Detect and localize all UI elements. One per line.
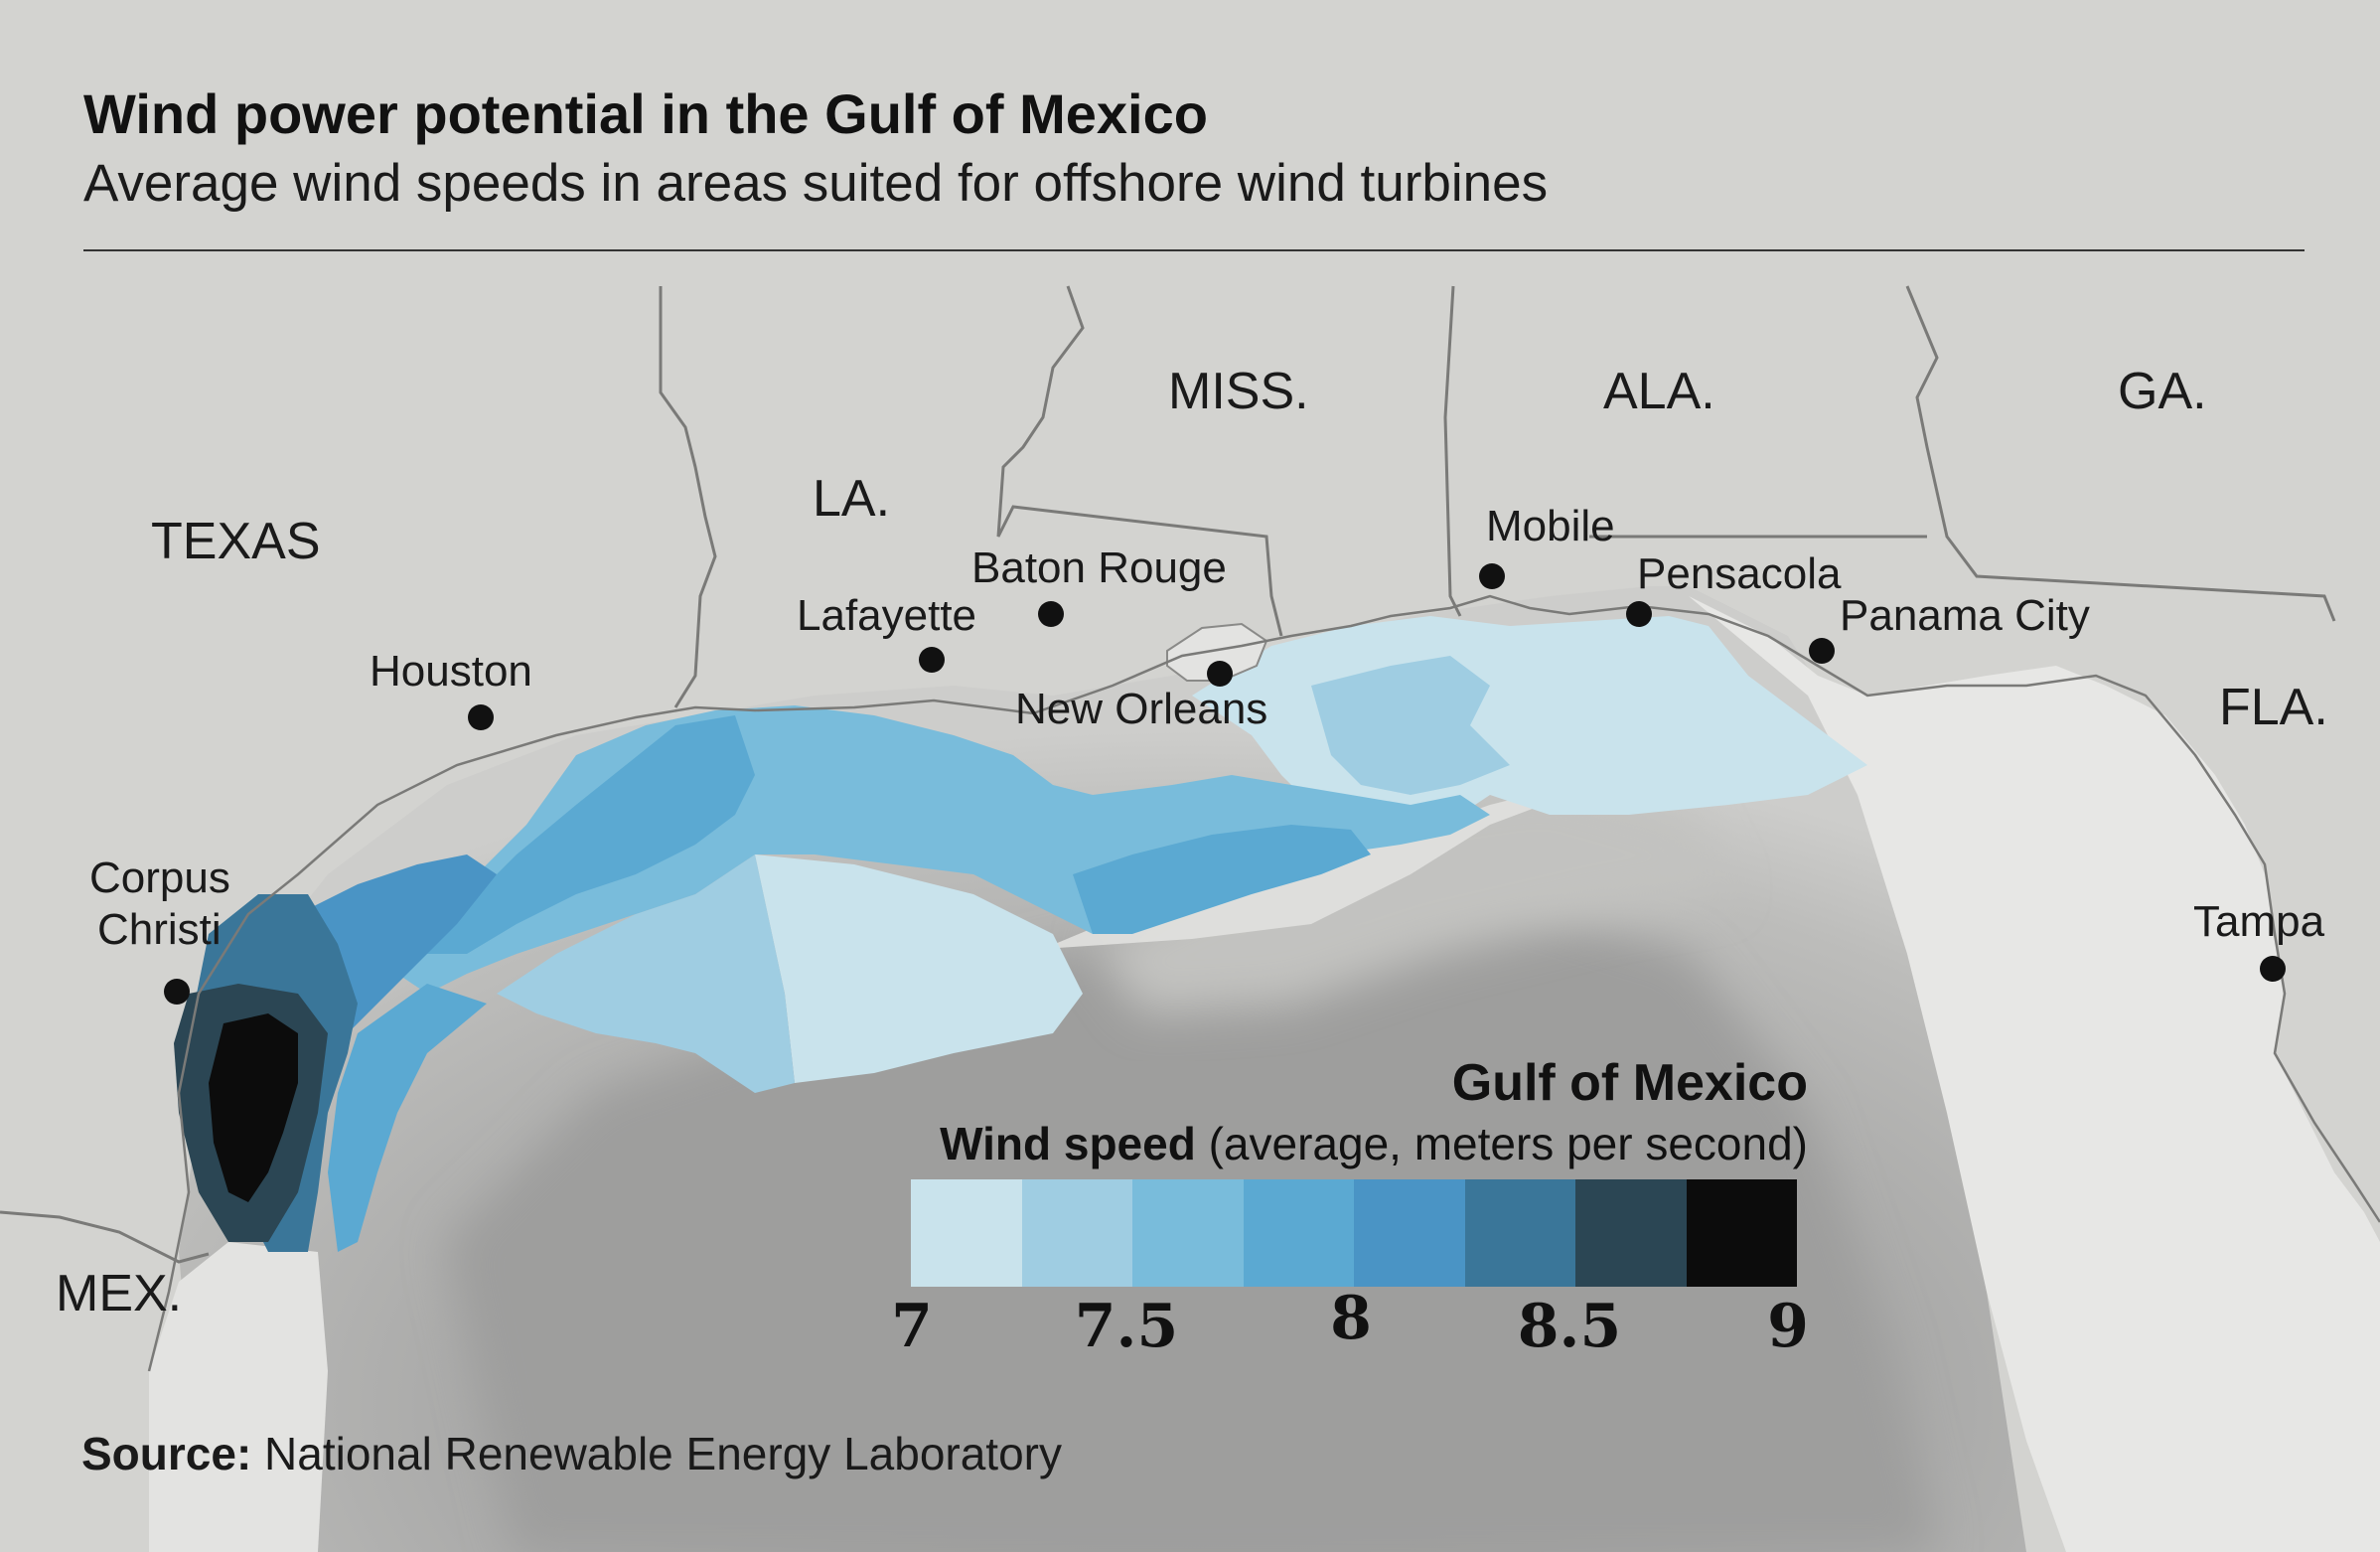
- legend-title: Gulf of Mexico: [1451, 1054, 1808, 1112]
- legend-subtitle-rest: (average, meters per second): [1195, 1118, 1808, 1169]
- city-dot-panama-city: [1809, 638, 1835, 664]
- legend-color-scale: [911, 1179, 1797, 1287]
- city-label-tampa: Tampa: [2193, 897, 2325, 946]
- wind-zone-8-5c: [328, 984, 487, 1252]
- wind-zone-7-5: [1311, 656, 1510, 795]
- city-dot-houston: [468, 704, 494, 730]
- legend-swatch-2: [1132, 1179, 1244, 1287]
- state-label-georgia: GA.: [2118, 363, 2207, 420]
- florida-land: [1689, 596, 2380, 1552]
- legend-tick-7-5: 7.5: [1074, 1292, 1179, 1361]
- wind-zone-7b: [755, 854, 1083, 1083]
- city-dot-lafayette: [919, 647, 945, 673]
- city-dots: [164, 563, 2286, 1005]
- mexico-border: [0, 1210, 210, 1264]
- city-label-panama-city: Panama City: [1840, 591, 2090, 640]
- header-divider: [83, 249, 2305, 251]
- lake-pontchartrain: [1166, 622, 1268, 682]
- city-dot-tampa: [2260, 956, 2286, 982]
- city-dot-corpus-christi: [164, 979, 190, 1005]
- city-dot-new-orleans: [1207, 661, 1233, 687]
- chart-title: Wind power potential in the Gulf of Mexi…: [83, 82, 1208, 145]
- state-label-alabama: ALA.: [1603, 363, 1715, 420]
- legend-swatch-3: [1243, 1179, 1354, 1287]
- source-note: Source: National Renewable Energy Labora…: [81, 1427, 1062, 1480]
- city-dot-mobile: [1479, 563, 1505, 589]
- legend-tick-8-5: 8.5: [1517, 1292, 1622, 1361]
- legend-swatch-1: [1021, 1179, 1132, 1287]
- state-label-florida: FLA.: [2219, 679, 2328, 736]
- city-label-pensacola: Pensacola: [1637, 549, 1842, 598]
- legend-subtitle-bold: Wind speed: [940, 1118, 1196, 1169]
- city-dot-baton-rouge: [1038, 601, 1064, 627]
- city-dot-pensacola: [1626, 601, 1652, 627]
- legend-tick-8: 8: [1330, 1284, 1372, 1353]
- source-label: Source:: [81, 1428, 252, 1479]
- legend-swatch-4: [1354, 1179, 1465, 1287]
- legend-subtitle: Wind speed (average, meters per second): [940, 1117, 1808, 1170]
- legend-swatch-6: [1575, 1179, 1687, 1287]
- wind-zone-9c: [209, 1013, 298, 1202]
- city-label-corpus: Corpus: [89, 854, 230, 902]
- state-label-mexico: MEX.: [56, 1265, 183, 1322]
- city-label-christi: Christi: [97, 905, 222, 954]
- state-label-louisiana: LA.: [813, 470, 891, 528]
- state-borders: [659, 285, 2336, 708]
- legend-swatch-7: [1686, 1179, 1797, 1287]
- city-label-mobile: Mobile: [1486, 502, 1615, 550]
- gulf-shelf-shade: [1093, 775, 1728, 1013]
- state-label-mississippi: MISS.: [1168, 363, 1309, 420]
- wind-zone-8-5: [427, 715, 755, 954]
- wind-zone-7-5b: [497, 854, 795, 1093]
- legend-swatch-0: [911, 1179, 1022, 1287]
- city-label-houston: Houston: [370, 647, 532, 696]
- city-label-new-orleans: New Orleans: [1015, 685, 1268, 733]
- source-text: National Renewable Energy Laboratory: [251, 1428, 1062, 1479]
- legend-tick-7: 7: [891, 1292, 933, 1361]
- legend-tick-9: 9: [1767, 1292, 1809, 1361]
- state-label-texas: TEXAS: [151, 513, 321, 570]
- city-label-baton-rouge: Baton Rouge: [971, 543, 1227, 592]
- legend-swatch-5: [1464, 1179, 1575, 1287]
- chart-subtitle: Average wind speeds in areas suited for …: [83, 154, 1549, 213]
- city-label-lafayette: Lafayette: [797, 591, 977, 640]
- coastline: [147, 594, 2380, 1372]
- wind-speed-zones: [174, 616, 1867, 1252]
- mexico-coast: [149, 1242, 328, 1552]
- wind-zone-8-5b: [1073, 825, 1371, 934]
